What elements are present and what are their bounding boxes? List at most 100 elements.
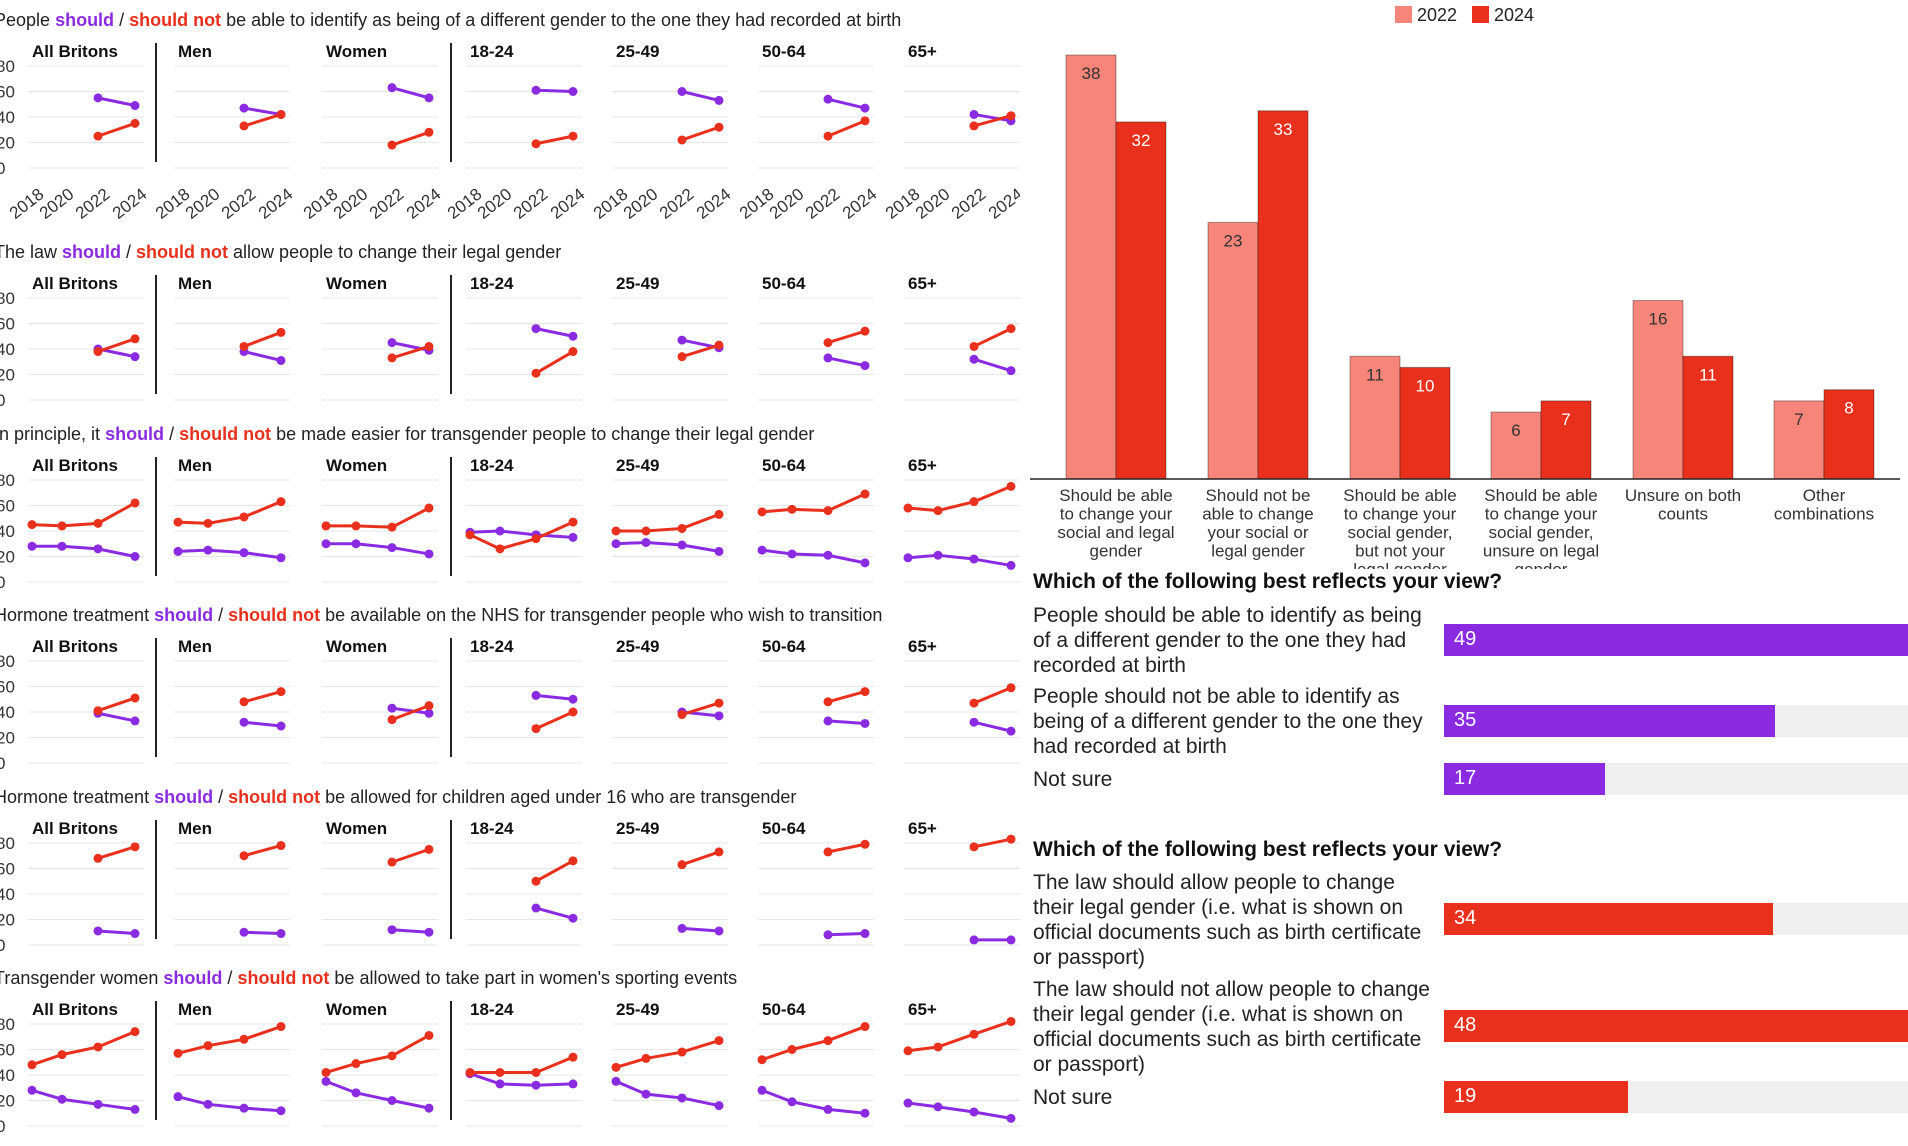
sm-question-1: People should / should not be able to id…	[0, 10, 901, 30]
bar-label-2024-6: 8	[1844, 399, 1853, 418]
sm-point-should-not	[860, 839, 870, 849]
sm-series-should-not	[827, 119, 866, 138]
category-label-4: Should be able to change your social gende…	[1483, 486, 1599, 579]
sm-xtick: 2024	[547, 185, 589, 223]
sm-point-should	[903, 1098, 913, 1108]
sm-point-should-not	[677, 1047, 687, 1057]
sm-point-should-not	[387, 353, 397, 363]
sm-point-should-not	[387, 857, 397, 867]
sm-point-should	[495, 1079, 505, 1089]
sm-point-should	[424, 927, 434, 937]
sm-point-should	[969, 354, 979, 364]
sm-point-should-not	[823, 847, 833, 857]
sm-point-should-not	[933, 1042, 943, 1052]
sm-group-title: 25-49	[616, 637, 659, 656]
sm-point-should-not	[860, 489, 870, 499]
sm-group-title: 18-24	[470, 274, 514, 293]
sm-point-should-not	[93, 853, 103, 863]
sm-question-part: /	[121, 242, 136, 262]
sm-ytick: 20	[0, 911, 15, 930]
sm-xtick: 2020	[474, 185, 516, 223]
sm-point-should	[757, 1085, 767, 1095]
sm-point-should-not	[173, 1048, 183, 1058]
sm-ytick: 80	[0, 1015, 15, 1034]
sm-point-should	[969, 935, 979, 945]
sm-point-should	[714, 926, 724, 936]
sm-ytick: 40	[0, 108, 15, 127]
sm-series-should	[827, 932, 866, 937]
sm-point-should-not	[27, 520, 37, 530]
sm-point-should-not	[424, 701, 434, 711]
sm-xtick: 2020	[766, 185, 808, 223]
bar-label-2024-4: 7	[1561, 410, 1570, 429]
sm-series-should-not	[97, 696, 136, 713]
sm-point-should-not	[1006, 111, 1016, 121]
sm-series-should-not	[535, 859, 574, 883]
sm-group-title: 65+	[908, 456, 937, 475]
sm-panel: All Britons	[28, 637, 144, 764]
sm-series-should	[177, 1095, 282, 1113]
sm-panel: 50-64	[757, 456, 874, 583]
sm-point-should	[203, 1099, 213, 1109]
sm-point-should-not	[787, 504, 797, 514]
sm-panel: 18-24	[466, 637, 582, 764]
sm-panel: Men	[173, 1000, 290, 1127]
sm-ytick: 80	[0, 652, 15, 671]
sm-series-should	[326, 542, 430, 556]
sm-series-should	[97, 96, 136, 107]
sm-point-should-not	[903, 503, 913, 513]
sm-point-should	[1006, 1113, 1016, 1123]
sm-series-should-not	[177, 500, 282, 525]
sm-question-2: The law should / should not allow people…	[0, 242, 561, 262]
sm-series-should	[469, 529, 574, 539]
sm-xtick: 2024	[403, 185, 445, 223]
sm-series-should	[243, 106, 282, 116]
sm-question-part: The law	[0, 242, 62, 262]
sm-point-should-not	[276, 497, 286, 507]
sm-group-title: Men	[178, 274, 212, 293]
sm-series-should-not	[97, 845, 136, 860]
sm-point-should-not	[568, 517, 578, 527]
sm-group-title: 65+	[908, 42, 937, 61]
legend-swatch-2024	[1472, 6, 1489, 23]
sm-point-should	[387, 543, 397, 553]
sm-series-should-not	[243, 113, 282, 128]
sm-series-should-not	[391, 130, 430, 147]
sm-panel: Women	[322, 819, 438, 946]
sm-point-should-not	[611, 1062, 621, 1072]
law-track-not-sure: 19	[1444, 1081, 1908, 1113]
category-label-5: Unsure on both counts	[1625, 486, 1741, 524]
bar-2024-3	[1399, 366, 1451, 480]
sm-group-title: 25-49	[616, 274, 659, 293]
sm-question-part: /	[222, 968, 237, 988]
sm-group-title: 25-49	[616, 1000, 659, 1019]
sm-question-part: Hormone treatment	[0, 787, 154, 807]
sm-point-should-not	[321, 521, 331, 531]
sm-point-should	[93, 926, 103, 936]
sm-ytick: 20	[0, 729, 15, 748]
sm-series-should-not	[97, 337, 136, 353]
sm-series-should	[325, 1079, 430, 1110]
sm-panel: 65+	[903, 1000, 1020, 1127]
sm-point-should	[860, 929, 870, 939]
sm-point-should-not	[387, 140, 397, 150]
bar-2022-5	[1632, 299, 1684, 480]
category-label-line: counts	[1658, 505, 1708, 524]
law-question: Which of the following best reflects you…	[1033, 838, 1503, 861]
sm-series-should-not	[535, 350, 574, 375]
sm-point-should-not	[93, 518, 103, 528]
identify-label-should-not: People should not be able to identify as…	[1033, 685, 1423, 758]
sm-series-should-not	[535, 134, 574, 146]
sm-question-6: Transgender women should / should not be…	[0, 968, 737, 988]
identify-track-not-sure: 17	[1444, 763, 1908, 795]
sm-ytick: 80	[0, 289, 15, 308]
sm-group-title: 50-64	[762, 637, 806, 656]
sm-ytick: 60	[0, 1041, 15, 1060]
sm-question-part: be allowed to take part in women's sport…	[329, 968, 737, 988]
sm-ytick: 80	[0, 57, 15, 76]
sm-point-should	[387, 925, 397, 935]
sm-point-should	[276, 1106, 286, 1116]
sm-point-should-not	[130, 498, 140, 508]
sm-series-should	[32, 544, 136, 558]
sm-point-should-not	[677, 523, 687, 533]
